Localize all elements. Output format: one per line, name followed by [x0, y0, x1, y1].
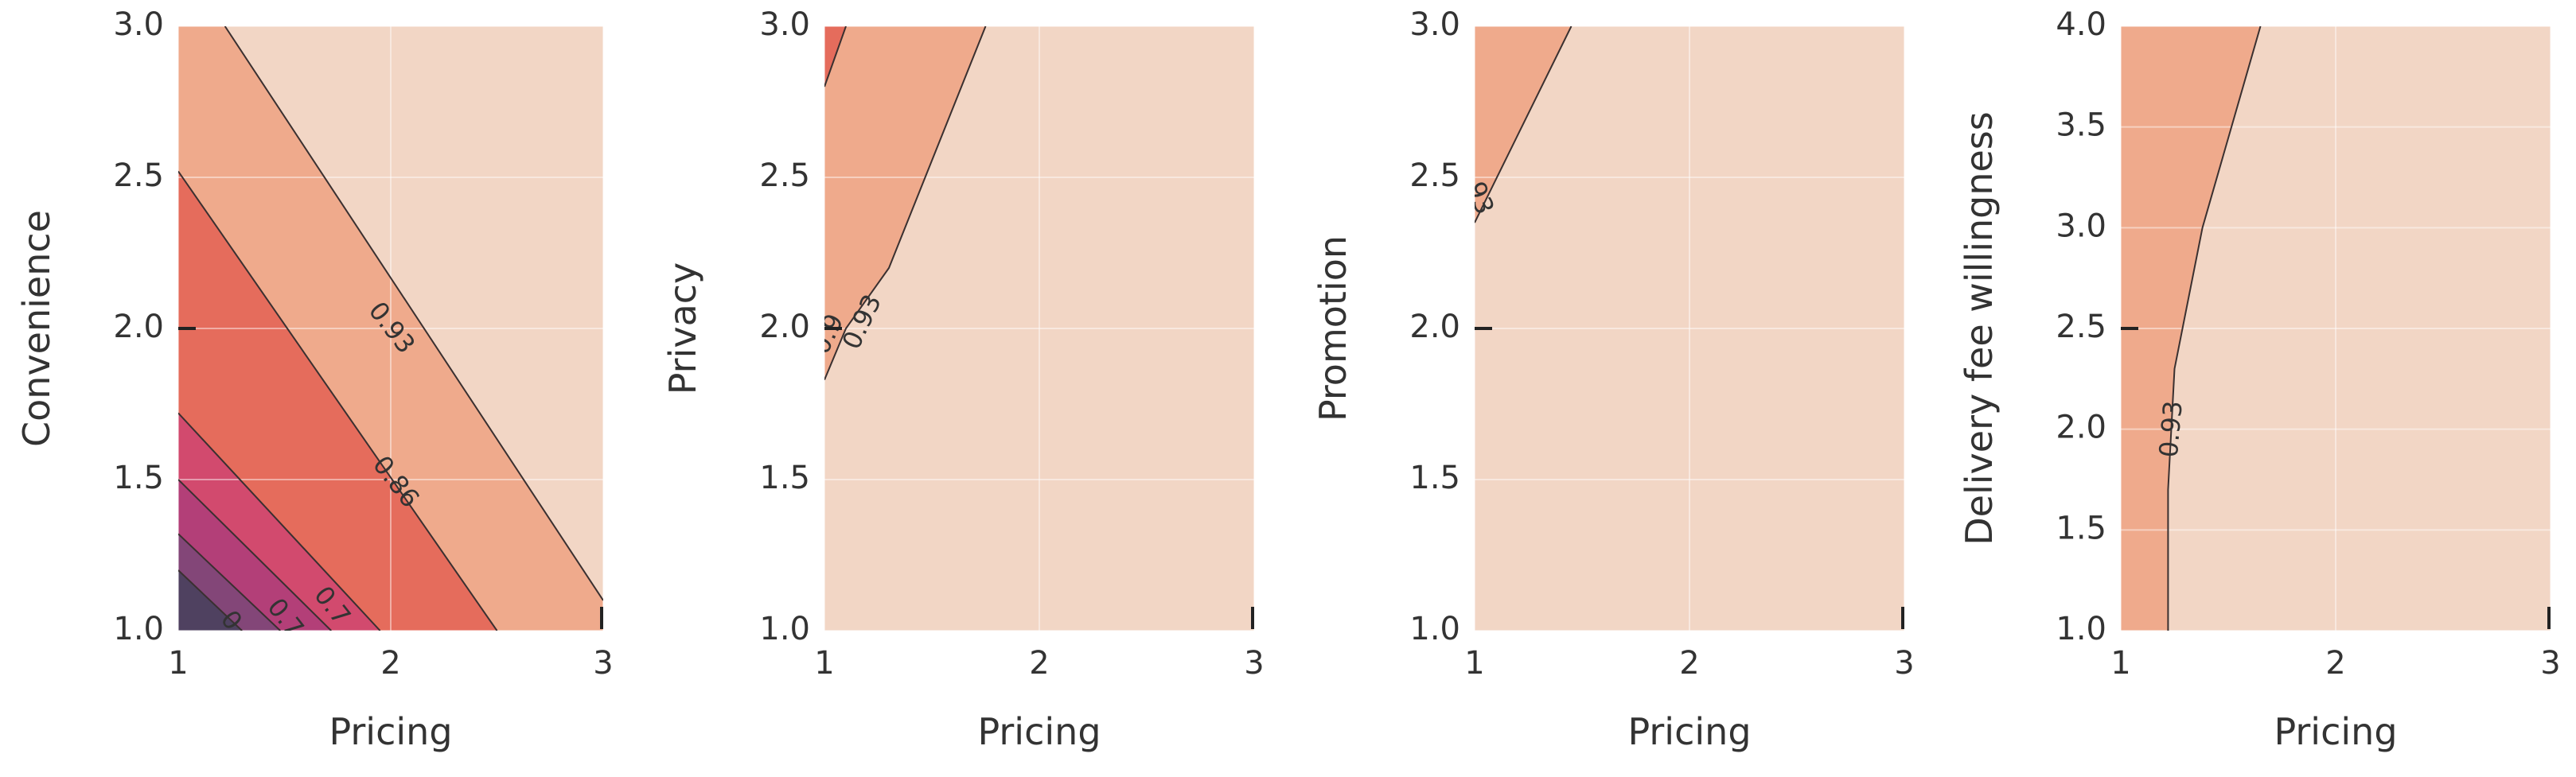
y-tick-label: 4.0	[2056, 6, 2106, 43]
y-tick-label: 2.5	[113, 157, 164, 194]
y-axis-label: Delivery fee willingness	[1958, 111, 2001, 545]
panel-2: 0.930.9 1 2 3 1.0 1.5 2.0 2.5 3.0 Pricing Privacy	[661, 6, 1265, 753]
y-tick-label: 2.5	[1409, 157, 1460, 194]
y-tick-label: 1.0	[113, 611, 164, 647]
y-axis-label: Convenience	[15, 210, 58, 447]
plot-area: 0.930.9	[824, 26, 1254, 631]
panel-4: 0.93 1 2 3 1.0 1.5 2.0 2.5 3.0 3.5 4.0 Pricing Deliv…	[1958, 6, 2561, 753]
contour-line-1	[2167, 26, 2262, 631]
plot-area: 93	[1475, 26, 1904, 631]
y-tick-label: 3.0	[2056, 208, 2106, 244]
y-tick-label: 3.0	[1409, 6, 1460, 43]
contour-line-1	[824, 26, 987, 380]
y-tick-label: 1.0	[1409, 611, 1460, 647]
y-axis-label: Privacy	[661, 262, 704, 395]
x-tick-label: 1	[2110, 645, 2130, 682]
x-axis-label: Pricing	[1627, 710, 1751, 753]
y-axis-label: Promotion	[1311, 235, 1354, 422]
y-tick-label: 2.0	[759, 309, 810, 345]
y-tick-label: 2.0	[113, 309, 164, 345]
x-axis-label: Pricing	[329, 710, 452, 753]
contour-line-4	[178, 479, 332, 631]
x-tick-label: 2	[1679, 645, 1699, 682]
contour-line-5	[178, 533, 281, 631]
x-tick-label: 2	[1029, 645, 1049, 682]
tick-marks	[2121, 327, 2551, 629]
x-axis-label: Pricing	[977, 710, 1101, 753]
contour-label: 0.93	[2153, 399, 2188, 458]
y-tick-label: 2.0	[1409, 309, 1460, 345]
y-tick-label: 2.5	[2056, 309, 2106, 345]
y-tick-label: 2.5	[759, 157, 810, 194]
y-tick-label: 3.0	[113, 6, 164, 43]
y-tick-label: 1.5	[2056, 510, 2106, 546]
contour-region-1	[1475, 26, 1904, 631]
y-tick-label: 1.0	[759, 611, 810, 647]
x-tick-label: 2	[2325, 645, 2345, 682]
y-tick-label: 1.5	[759, 460, 810, 496]
plot-area: 0.93	[2121, 26, 2551, 631]
x-tick-label: 2	[380, 645, 400, 682]
x-tick-label: 1	[168, 645, 188, 682]
panel-1: 0.930.860.70.70.6 1 2 3 1.0 1.5 2.0 2.5 3.0 Prici…	[15, 6, 614, 753]
contour-line-1	[224, 26, 603, 601]
y-tick-label: 1.0	[2056, 611, 2106, 647]
contour-line-2	[178, 170, 498, 631]
contour-line-1	[1475, 26, 1572, 223]
x-tick-label: 1	[1464, 645, 1484, 682]
tick-marks	[178, 327, 603, 629]
x-tick-label: 3	[593, 645, 613, 682]
y-tick-label: 2.0	[2056, 410, 2106, 446]
plot-area: 0.930.860.70.70.6	[178, 26, 603, 631]
y-tick-label: 3.5	[2056, 107, 2106, 144]
tick-marks	[1475, 327, 1904, 629]
x-axis-label: Pricing	[2274, 710, 2397, 753]
y-tick-label: 3.0	[759, 6, 810, 43]
contour-region-2	[178, 26, 603, 631]
x-tick-label: 1	[814, 645, 834, 682]
panel-3: 93 1 2 3 1.0 1.5 2.0 2.5 3.0 Pricing Promotion	[1311, 6, 1915, 753]
contour-line-2	[824, 26, 847, 87]
y-tick-label: 1.5	[1409, 460, 1460, 496]
x-tick-label: 3	[1894, 645, 1914, 682]
tick-marks	[824, 327, 1254, 629]
y-tick-label: 1.5	[113, 460, 164, 496]
contour-line-3	[178, 412, 381, 631]
x-tick-label: 3	[2540, 645, 2560, 682]
contour-line-6	[178, 569, 243, 631]
x-tick-label: 3	[1244, 645, 1264, 682]
